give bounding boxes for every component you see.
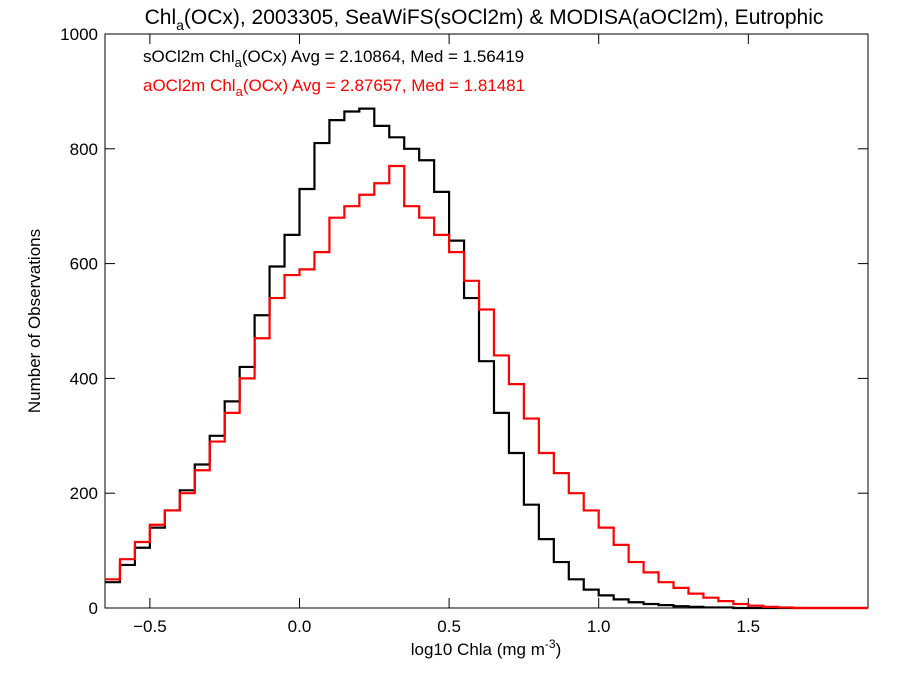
plot-frame: [104, 33, 869, 609]
x-tick-label: 0.5: [437, 617, 461, 636]
chart-title: Chla(OCx), 2003305, SeaWiFS(sOCl2m) & MO…: [145, 6, 824, 33]
x-tick-label: 0.0: [288, 617, 312, 636]
x-axis-title: log10 Chla (mg m-3): [411, 637, 562, 659]
x-tick-label: 1.0: [587, 617, 611, 636]
chart-title-subscript: a: [176, 17, 184, 33]
y-tick-label: 0: [89, 599, 98, 618]
y-axis-title: Number of Observations: [25, 229, 44, 413]
x-axis: −0.5 0.0 0.5 1.0 1.5: [133, 34, 760, 636]
x-tick-label: 1.5: [736, 617, 760, 636]
y-axis: 0 200 400 600 800 1000: [60, 25, 868, 618]
y-tick-label: 400: [70, 369, 98, 388]
series-line-aocl2m: [105, 164, 868, 610]
y-tick-label: 1000: [60, 25, 98, 44]
x-tick-label: −0.5: [133, 617, 167, 636]
legend: sOCl2m Chla(OCx) Avg = 2.10864, Med = 1.…: [143, 47, 525, 99]
series-line-socl2m: [105, 107, 868, 610]
y-tick-label: 200: [70, 484, 98, 503]
legend-entry-soci2m: sOCl2m Chla(OCx) Avg = 2.10864, Med = 1.…: [143, 47, 524, 70]
y-tick-label: 600: [70, 255, 98, 274]
legend-entry-aoci2m: aOCl2m Chla(OCx) Avg = 2.87657, Med = 1.…: [143, 76, 525, 99]
series-layer: [105, 107, 868, 610]
y-tick-label: 800: [70, 140, 98, 159]
